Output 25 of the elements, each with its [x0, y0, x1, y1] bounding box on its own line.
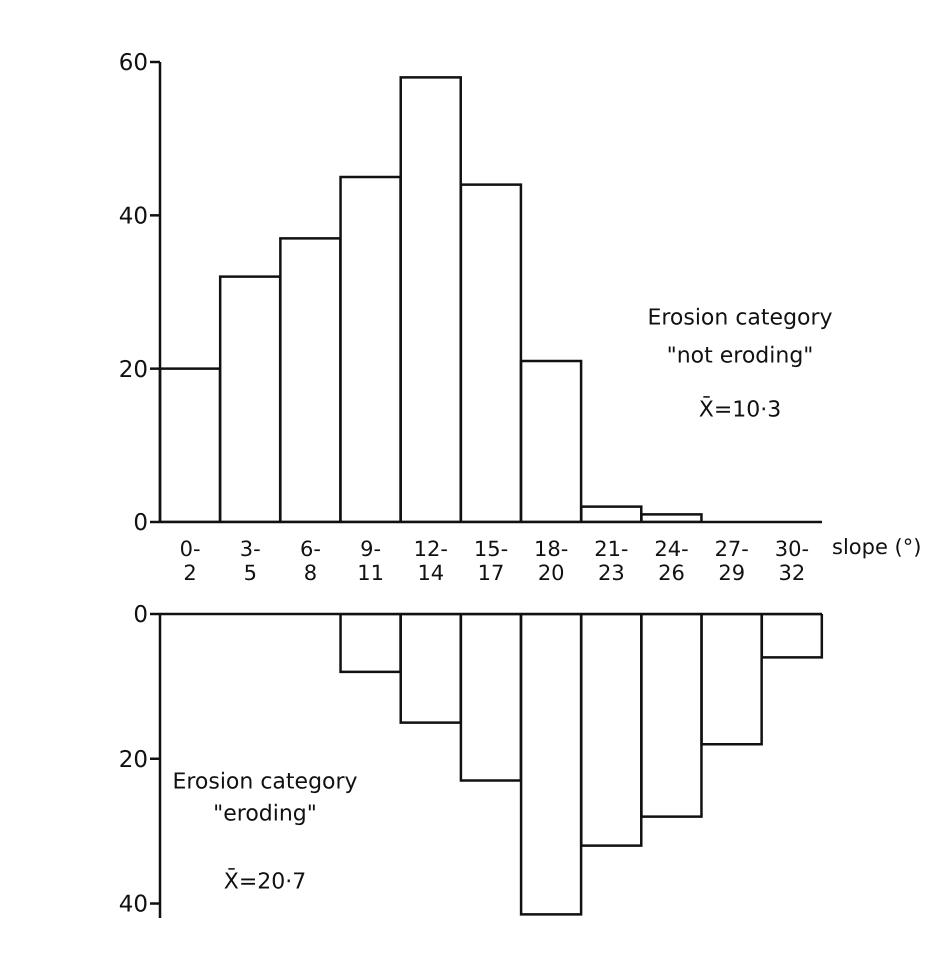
annotation: "not eroding" [666, 344, 814, 368]
annotation: Erosion category [647, 306, 833, 330]
x-tick-label: 24-26 [654, 537, 689, 585]
y-tick-label: 20 [118, 746, 148, 773]
x-tick-label: 0-2 [180, 537, 201, 585]
x-tick-label: 6-8 [300, 537, 321, 585]
x-tick-label: 3-5 [240, 537, 261, 585]
annotation: X̄=10·3 [698, 398, 782, 422]
y-tick-label: 0 [133, 602, 148, 628]
x-tick-label: 30-32 [774, 537, 810, 585]
x-tick-label: 18-20 [534, 537, 568, 585]
annotation: X̄=20·7 [224, 870, 306, 894]
annotation: Erosion category [172, 770, 358, 794]
x-tick-label: 15-17 [474, 537, 508, 585]
x-tick-label: 21-23 [594, 537, 629, 585]
x-tick-label: 27-29 [714, 537, 749, 585]
y-tick-label: 40 [118, 892, 148, 918]
y-tick-label: 60 [118, 50, 148, 76]
x-tick-label: 9-11 [357, 537, 384, 585]
y-tick-label: 0 [133, 510, 148, 536]
annotation: "eroding" [213, 802, 317, 826]
x-tick-label: 12-14 [414, 537, 448, 585]
y-tick-label: 40 [118, 204, 148, 230]
x-axis-title: slope (°) [832, 535, 922, 559]
y-tick-label: 20 [118, 356, 148, 383]
